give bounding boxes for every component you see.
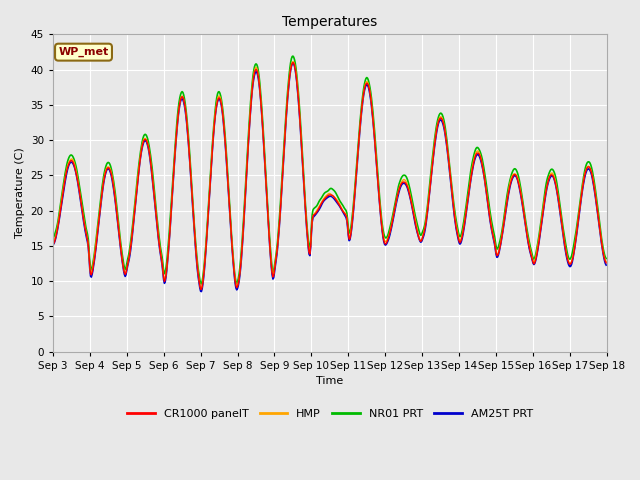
- Line: NR01 PRT: NR01 PRT: [53, 56, 606, 284]
- X-axis label: Time: Time: [316, 376, 344, 386]
- CR1000 panelT: [198, 287, 205, 292]
- HMP: [172, 136, 180, 142]
- AM25T PRT: [59, 193, 67, 199]
- AM25T PRT: [172, 139, 180, 144]
- CR1000 panelT: [202, 245, 210, 251]
- AM25T PRT: [602, 262, 610, 268]
- AM25T PRT: [415, 234, 422, 240]
- CR1000 panelT: [289, 60, 297, 65]
- HMP: [116, 235, 124, 241]
- NR01 PRT: [398, 173, 406, 179]
- Line: AM25T PRT: AM25T PRT: [53, 63, 606, 291]
- HMP: [398, 178, 406, 184]
- CR1000 panelT: [602, 260, 610, 266]
- HMP: [59, 189, 67, 194]
- AM25T PRT: [116, 239, 124, 244]
- NR01 PRT: [198, 281, 205, 287]
- NR01 PRT: [49, 236, 57, 241]
- HMP: [602, 259, 610, 264]
- AM25T PRT: [198, 288, 205, 294]
- CR1000 panelT: [49, 241, 57, 247]
- HMP: [289, 59, 297, 64]
- CR1000 panelT: [59, 191, 67, 197]
- AM25T PRT: [202, 246, 210, 252]
- HMP: [49, 239, 57, 245]
- Y-axis label: Temperature (C): Temperature (C): [15, 147, 25, 238]
- AM25T PRT: [49, 242, 57, 248]
- NR01 PRT: [116, 232, 124, 238]
- CR1000 panelT: [172, 137, 180, 143]
- Text: WP_met: WP_met: [58, 47, 109, 57]
- NR01 PRT: [602, 256, 610, 262]
- NR01 PRT: [59, 185, 67, 191]
- Line: CR1000 panelT: CR1000 panelT: [53, 62, 606, 289]
- HMP: [198, 286, 205, 291]
- AM25T PRT: [398, 181, 406, 187]
- Line: HMP: HMP: [53, 61, 606, 288]
- CR1000 panelT: [415, 233, 422, 239]
- AM25T PRT: [289, 60, 297, 66]
- Legend: CR1000 panelT, HMP, NR01 PRT, AM25T PRT: CR1000 panelT, HMP, NR01 PRT, AM25T PRT: [123, 405, 537, 423]
- NR01 PRT: [289, 53, 297, 59]
- CR1000 panelT: [398, 180, 406, 186]
- NR01 PRT: [202, 240, 210, 246]
- HMP: [415, 232, 422, 238]
- HMP: [202, 243, 210, 249]
- NR01 PRT: [172, 132, 180, 137]
- NR01 PRT: [415, 226, 422, 232]
- CR1000 panelT: [116, 238, 124, 243]
- Title: Temperatures: Temperatures: [282, 15, 378, 29]
